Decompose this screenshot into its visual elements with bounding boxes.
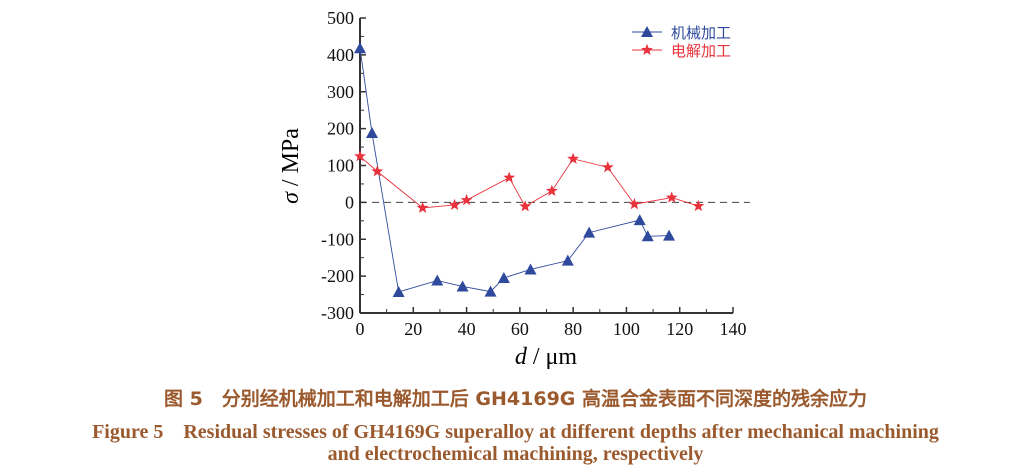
caption-english-line2: and electrochemical machining, respectiv… bbox=[327, 443, 704, 465]
x-tick-label: 40 bbox=[458, 319, 476, 339]
data-point bbox=[392, 285, 405, 297]
series-2 bbox=[354, 150, 705, 213]
data-point bbox=[497, 271, 510, 283]
y-tick-label: -100 bbox=[321, 229, 354, 249]
data-point bbox=[519, 200, 532, 212]
legend-marker bbox=[641, 43, 653, 55]
data-point bbox=[371, 165, 384, 177]
x-axis-label: d / μm bbox=[515, 344, 578, 370]
y-tick-label: -200 bbox=[321, 266, 354, 286]
data-point bbox=[561, 254, 574, 266]
data-point bbox=[365, 127, 378, 139]
data-point bbox=[583, 226, 596, 238]
data-point bbox=[456, 280, 469, 292]
y-tick-label: 300 bbox=[327, 82, 354, 102]
data-point bbox=[567, 152, 579, 164]
series-line bbox=[359, 155, 699, 209]
y-tick-label: 500 bbox=[327, 8, 354, 28]
data-point bbox=[545, 184, 558, 196]
legend-label: 电解加工 bbox=[671, 42, 731, 60]
data-point bbox=[484, 285, 497, 297]
residual-stress-chart: -300 -200 -100 0 100 200 300 400 500 0 20 40 60 80 100… bbox=[278, 8, 750, 370]
y-tick-label: -300 bbox=[321, 303, 354, 323]
data-point bbox=[448, 198, 461, 210]
y-tick-label: 400 bbox=[327, 45, 354, 65]
x-tick-label: 0 bbox=[356, 319, 365, 339]
y-tick-label: 200 bbox=[327, 119, 354, 139]
x-tick-label: 60 bbox=[511, 319, 529, 339]
data-point bbox=[354, 150, 366, 162]
x-tick-label: 100 bbox=[613, 319, 640, 339]
axes: -300 -200 -100 0 100 200 300 400 500 0 20 40 60 80 100… bbox=[321, 8, 750, 339]
data-point bbox=[503, 171, 516, 183]
data-point bbox=[460, 194, 473, 206]
y-tick-label: 0 bbox=[345, 192, 354, 212]
data-point bbox=[663, 229, 676, 241]
data-point bbox=[601, 161, 614, 173]
data-point bbox=[524, 263, 537, 275]
data-point bbox=[416, 201, 429, 213]
x-tick-label: 20 bbox=[404, 319, 422, 339]
legend-marker bbox=[641, 26, 653, 37]
data-point bbox=[633, 214, 646, 226]
caption-chinese: 图 5 分别经机械加工和电解加工后 GH4169G 高温合金表面不同深度的残余应… bbox=[163, 388, 868, 410]
data-point bbox=[431, 274, 444, 286]
x-tick-label: 80 bbox=[564, 319, 582, 339]
x-tick-label: 120 bbox=[666, 319, 693, 339]
series-line bbox=[359, 48, 670, 293]
data-point bbox=[665, 191, 678, 203]
series-layer bbox=[354, 42, 705, 297]
data-point bbox=[354, 42, 366, 54]
data-point bbox=[628, 198, 641, 210]
y-tick-label: 100 bbox=[327, 156, 354, 176]
data-point bbox=[641, 230, 654, 242]
x-tick-label: 140 bbox=[720, 319, 747, 339]
data-point bbox=[692, 199, 705, 212]
legend-label: 机械加工 bbox=[671, 24, 731, 42]
caption-english-line1: Figure 5 Residual stresses of GH4169G su… bbox=[92, 421, 939, 443]
series-1 bbox=[354, 42, 676, 297]
y-axis-label: σ / MPa bbox=[278, 128, 304, 204]
